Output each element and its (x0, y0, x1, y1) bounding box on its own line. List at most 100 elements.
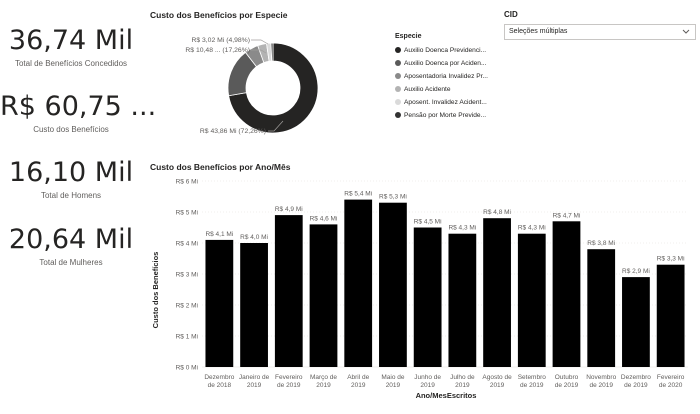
kpi-custo-beneficios: R$ 60,75 ... Custo dos Benefícios (0, 91, 157, 134)
y-tick-label: R$ 3 Mi (176, 272, 198, 279)
kpi-value: 16,10 Mil (8, 157, 134, 188)
x-tick-label: 2019 (455, 382, 470, 389)
bar-data-label: R$ 4,9 Mi (275, 206, 303, 213)
x-tick-label: de 2019 (624, 382, 648, 389)
donut-slice[interactable] (228, 42, 319, 134)
donut-leader-line (251, 49, 267, 54)
donut-chart-title: Custo dos Benefícios por Especie (150, 10, 288, 20)
x-tick-label: Março de (310, 374, 337, 381)
y-tick-label: R$ 5 Mi (176, 210, 198, 217)
bar[interactable] (656, 264, 685, 367)
donut-chart-visual[interactable]: Custo dos Benefícios por Especie R$ 3,02… (150, 8, 495, 148)
donut-chart[interactable]: R$ 3,02 Mi (4,98%) R$ 10,48 ... (17,26%)… (150, 8, 495, 148)
x-tick-label: Janeiro de (239, 374, 270, 381)
bar-data-label: R$ 4,8 Mi (483, 209, 511, 216)
x-tick-label: Abril de (347, 374, 369, 381)
kpi-total-mulheres: 20,64 Mil Total de Mulheres (0, 224, 142, 267)
donut-data-label: R$ 3,02 Mi (4,98%) (191, 37, 250, 44)
bar-chart[interactable]: Custo dos Benefícios R$ 0 Mi R$ 1 Mi R$ 2 … (150, 160, 695, 410)
x-tick-label: 2019 (316, 382, 331, 389)
bar-data-label: R$ 4,3 Mi (518, 225, 546, 232)
bar-chart-visual[interactable]: Custo dos Benefícios por Ano/Mês Custo d… (150, 160, 695, 410)
x-tick-label: 2019 (247, 382, 262, 389)
x-tick-label: de 2019 (520, 382, 544, 389)
bar-data-label: R$ 4,5 Mi (414, 219, 442, 226)
bar[interactable] (448, 233, 477, 367)
x-tick-label: de 2019 (277, 382, 301, 389)
donut-data-label: R$ 10,48 ... (17,26%) (185, 47, 250, 54)
donut-legend: Especie Auxilio Doenca Previdenci... Auxi… (395, 33, 495, 122)
legend-item[interactable]: Auxilio Doenca Previdenci... (395, 44, 495, 57)
bar[interactable] (483, 218, 511, 367)
legend-label: Aposent. Invalidez Acident... (404, 99, 487, 106)
x-tick-label: Fevereiro (657, 374, 685, 381)
legend-item[interactable]: Pensão por Morte Previde... (395, 109, 495, 122)
bar[interactable] (517, 233, 546, 367)
x-tick-label: 2019 (490, 382, 505, 389)
x-tick-label: 2019 (420, 382, 435, 389)
cid-dropdown[interactable]: Seleções múltiplas (504, 24, 696, 40)
bar-data-label: R$ 4,0 Mi (240, 234, 268, 241)
bar[interactable] (587, 249, 616, 367)
x-tick-label: Julho de (450, 374, 475, 381)
legend-label: Auxilio Doenca Previdenci... (404, 47, 487, 54)
y-tick-label: R$ 0 Mi (176, 365, 198, 372)
x-tick-label: Fevereiro (275, 374, 303, 381)
legend-item[interactable]: Aposent. Invalidez Acident... (395, 96, 495, 109)
x-tick-label: de 2020 (659, 382, 683, 389)
bar-data-label: R$ 3,3 Mi (657, 256, 685, 263)
bar[interactable] (379, 202, 407, 367)
x-tick-label: Maio de (381, 374, 405, 381)
y-tick-label: R$ 1 Mi (176, 334, 198, 341)
legend-marker (395, 46, 401, 53)
bar[interactable] (309, 224, 338, 367)
x-tick-label: Junho de (414, 374, 441, 381)
cid-slicer: CID Seleções múltiplas (504, 10, 696, 40)
bar-data-label: R$ 4,7 Mi (553, 212, 581, 219)
y-axis-title: Custo dos Benefícios (151, 252, 160, 329)
bar[interactable] (552, 221, 581, 367)
x-tick-label: Setembro (518, 374, 547, 381)
x-tick-label: de 2019 (555, 382, 579, 389)
kpi-label: Total de Mulheres (39, 258, 103, 267)
legend-label: Auxilio Doenca por Aciden... (404, 60, 487, 67)
kpi-total-beneficios: 36,74 Mil Total de Benefícios Concedidos (0, 25, 142, 68)
chevron-down-icon[interactable] (681, 25, 691, 39)
bar[interactable] (413, 227, 442, 368)
x-tick-label: Dezembro (621, 374, 651, 381)
slicer-title: CID (504, 10, 518, 19)
bar-data-label: R$ 5,3 Mi (379, 194, 407, 201)
kpi-label: Custo dos Benefícios (33, 125, 109, 134)
x-tick-label: 2019 (386, 382, 401, 389)
kpi-value: R$ 60,75 ... (0, 91, 157, 122)
x-tick-label: Dezembro (204, 374, 234, 381)
bar-data-label: R$ 4,6 Mi (310, 215, 338, 222)
kpi-value: 36,74 Mil (8, 25, 134, 56)
bar-data-label: R$ 2,9 Mi (622, 268, 650, 275)
legend-label: Aposentadoria Invalidez Pr... (404, 73, 488, 80)
y-tick-label: R$ 6 Mi (176, 179, 198, 186)
kpi-value: 20,64 Mil (8, 224, 134, 255)
x-tick-label: Agosto de (482, 374, 512, 381)
bar[interactable] (344, 199, 373, 367)
legend-title: Especie (395, 33, 422, 40)
donut-slice[interactable] (270, 42, 274, 62)
x-tick-label: Outubro (555, 374, 579, 381)
legend-item[interactable]: Auxilio Doenca por Aciden... (395, 57, 495, 70)
legend-item[interactable]: Auxilio Acidente (395, 83, 495, 96)
bar[interactable] (622, 277, 650, 367)
x-tick-label: de 2019 (589, 382, 613, 389)
legend-marker (395, 85, 401, 92)
bar[interactable] (240, 243, 268, 367)
donut-leader-line (251, 39, 269, 45)
x-tick-label: Novembro (586, 374, 616, 381)
legend-label: Pensão por Morte Previde... (404, 112, 487, 119)
legend-item[interactable]: Aposentadoria Invalidez Pr... (395, 70, 495, 83)
bar-data-label: R$ 5,4 Mi (344, 191, 372, 198)
legend-marker (395, 98, 401, 105)
bar[interactable] (205, 239, 234, 367)
y-tick-label: R$ 4 Mi (176, 241, 198, 248)
legend-marker (395, 111, 401, 118)
legend-label: Auxilio Acidente (404, 86, 451, 93)
bar[interactable] (274, 215, 303, 367)
